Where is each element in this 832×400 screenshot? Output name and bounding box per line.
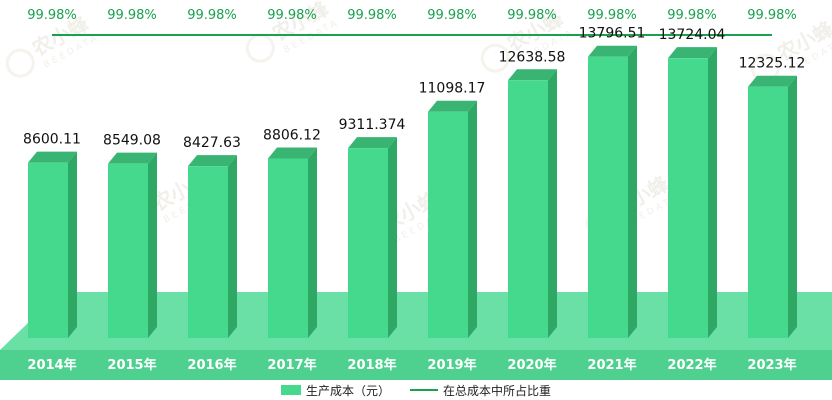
x-tick-label: 2021年 (587, 357, 636, 373)
bar-top (188, 155, 237, 167)
bar-side (148, 152, 157, 338)
x-tick-label: 2020年 (507, 357, 556, 373)
value-labels: 8600.11 8549.08 8427.63 8806.12 9311.374 1109… (23, 26, 805, 151)
legend-label-cost: 生产成本（元） (305, 383, 390, 398)
bar-front (588, 56, 628, 339)
bar-top (348, 137, 397, 149)
x-axis-labels: 2014年 2015年 2016年 2017年 2018年 2019年 2020年 2021年… (27, 357, 796, 373)
bar-top (668, 47, 717, 59)
bar-front (28, 162, 68, 338)
legend-label-share: 在总成本中所占比重 (443, 383, 552, 398)
percentage-label: 99.98% (267, 8, 317, 23)
bar-side (308, 147, 317, 338)
bar-2018年 (348, 137, 397, 338)
bar-side (708, 47, 717, 339)
bar-2023年 (748, 75, 797, 339)
bar-front (508, 80, 548, 339)
x-tick-label: 2019年 (427, 357, 476, 373)
value-label: 13724.04 (659, 27, 726, 43)
bar-front (348, 148, 388, 338)
bar-side (468, 100, 477, 338)
bar-2016年 (188, 155, 237, 338)
percentage-label: 99.98% (507, 8, 557, 23)
value-label: 8600.11 (23, 132, 81, 148)
x-tick-label: 2015年 (107, 357, 156, 373)
bar-2020年 (508, 69, 557, 339)
value-label: 9311.374 (339, 117, 406, 133)
bar-2019年 (428, 100, 477, 338)
x-tick-label: 2016年 (187, 357, 236, 373)
bar-2017年 (268, 147, 317, 338)
legend-swatch-line (410, 389, 438, 391)
bar-front (188, 166, 228, 338)
percentage-label: 99.98% (107, 8, 157, 23)
value-label: 12325.12 (739, 56, 806, 72)
bar-2021年 (588, 45, 637, 339)
legend: 生产成本（元） 在总成本中所占比重 (0, 380, 832, 400)
value-label: 8427.63 (183, 135, 241, 151)
x-tick-label: 2022年 (667, 357, 716, 373)
bar-side (68, 151, 77, 338)
x-tick-label: 2014年 (27, 357, 76, 373)
value-label: 8549.08 (103, 133, 161, 149)
bar-top (748, 75, 797, 87)
bar-front (108, 163, 148, 338)
bar-2015年 (108, 152, 157, 338)
value-label: 13796.51 (579, 26, 646, 42)
bar-front (748, 86, 788, 339)
bar-2014年 (28, 151, 77, 338)
percentage-label: 99.98% (667, 8, 717, 23)
percentage-label: 99.98% (187, 8, 237, 23)
bar-side (228, 155, 237, 338)
bar-top (28, 151, 77, 163)
percentage-labels: 99.98% 99.98% 99.98% 99.98% 99.98% 99.98% 99.9… (27, 8, 797, 23)
legend-item-cost[interactable]: 生产成本（元） (280, 382, 390, 399)
bar-2022年 (668, 47, 717, 339)
legend-item-share[interactable]: 在总成本中所占比重 (410, 382, 551, 399)
x-tick-label: 2017年 (267, 357, 316, 373)
bar-front (268, 158, 308, 338)
bar-top (108, 152, 157, 164)
x-tick-label: 2018年 (347, 357, 396, 373)
percentage-label: 99.98% (427, 8, 477, 23)
value-label: 8806.12 (263, 127, 321, 143)
percentage-label: 99.98% (347, 8, 397, 23)
bar-side (628, 45, 637, 339)
bar-top (588, 45, 637, 57)
floor-front (0, 350, 832, 380)
value-label: 12638.58 (499, 49, 566, 65)
percentage-label: 99.98% (587, 8, 637, 23)
bar-front (428, 111, 468, 338)
bar-front (668, 58, 708, 339)
percentage-label: 99.98% (27, 8, 77, 23)
bar-top (268, 147, 317, 159)
bar-side (548, 69, 557, 339)
bar-side (388, 137, 397, 338)
bar-side (788, 75, 797, 339)
value-label: 11098.17 (419, 81, 486, 97)
bar-top (508, 69, 557, 81)
legend-swatch-bar (280, 385, 301, 395)
bars (28, 45, 797, 339)
bar-top (428, 100, 477, 112)
percentage-label: 99.98% (747, 8, 797, 23)
x-tick-label: 2023年 (747, 357, 796, 373)
